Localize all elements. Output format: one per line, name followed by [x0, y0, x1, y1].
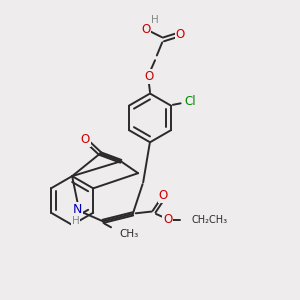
Text: H: H [72, 216, 80, 226]
Text: O: O [163, 213, 172, 226]
Text: CH₃: CH₃ [119, 229, 138, 238]
Text: O: O [158, 189, 168, 202]
Text: N: N [73, 203, 83, 216]
Text: H: H [152, 15, 159, 25]
Text: O: O [144, 70, 153, 83]
Text: Cl: Cl [184, 95, 196, 108]
Text: O: O [141, 23, 150, 36]
Text: O: O [176, 28, 185, 40]
Text: O: O [81, 133, 90, 146]
Text: CH₂CH₃: CH₂CH₃ [191, 215, 227, 225]
